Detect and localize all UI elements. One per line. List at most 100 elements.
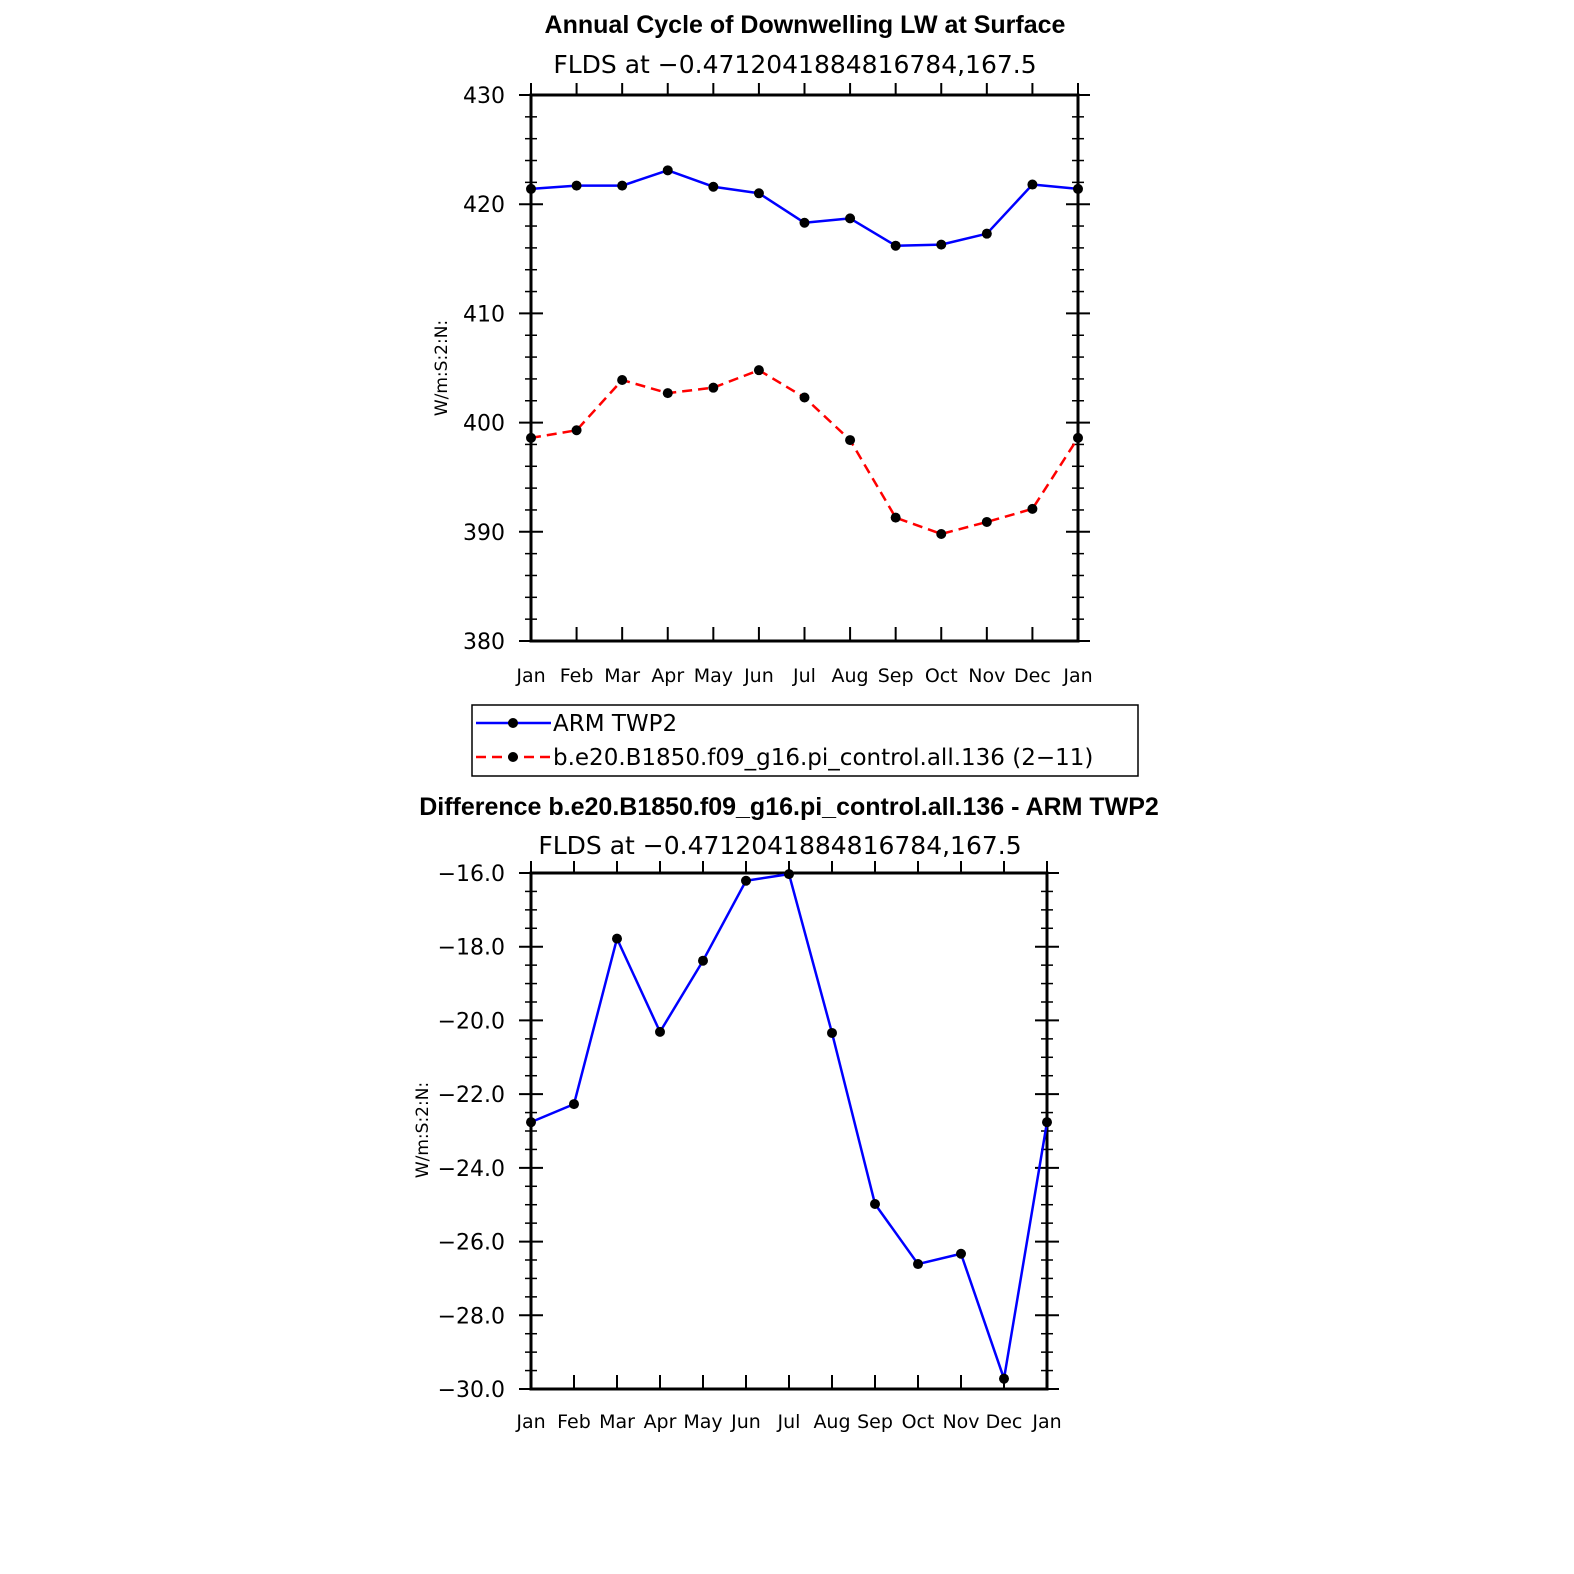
data-point bbox=[845, 435, 856, 446]
data-point bbox=[936, 239, 947, 250]
data-point bbox=[827, 1027, 837, 1038]
chart-annual-cycle: Annual Cycle of Downwelling LW at Surfac… bbox=[432, 11, 1093, 687]
x-tick-label: May bbox=[683, 1411, 722, 1433]
x-tick-label: Jan bbox=[1031, 1411, 1061, 1433]
data-point bbox=[936, 528, 947, 539]
y-tick-label: −22.0 bbox=[438, 1083, 505, 1108]
x-tick-label: Jan bbox=[515, 665, 545, 687]
data-point bbox=[617, 180, 628, 191]
y-tick-label: −16.0 bbox=[438, 862, 505, 887]
data-point bbox=[799, 392, 810, 403]
data-point bbox=[1042, 1117, 1052, 1128]
y-tick-label: −26.0 bbox=[438, 1231, 505, 1256]
data-point bbox=[1073, 432, 1083, 443]
data-point bbox=[526, 183, 536, 194]
data-point bbox=[662, 165, 673, 176]
data-point bbox=[1027, 503, 1038, 514]
data-point bbox=[913, 1259, 923, 1270]
y-tick-label: −20.0 bbox=[438, 1009, 505, 1034]
y-tick-label: −18.0 bbox=[438, 936, 505, 961]
x-tick-label: Sep bbox=[878, 665, 914, 687]
data-point bbox=[526, 1117, 536, 1128]
legend-box bbox=[471, 704, 1139, 777]
x-tick-label: Jan bbox=[515, 1411, 545, 1433]
data-point bbox=[612, 933, 622, 944]
y-tick-label: 420 bbox=[463, 193, 505, 218]
x-tick-label: Jul bbox=[777, 1411, 801, 1433]
x-tick-label: Aug bbox=[813, 1411, 850, 1433]
x-tick-label: Oct bbox=[925, 665, 958, 687]
series-line-0 bbox=[530, 872, 1049, 1380]
x-tick-label: Nov bbox=[968, 665, 1005, 687]
data-point bbox=[708, 382, 719, 393]
y-tick-label: −30.0 bbox=[438, 1378, 505, 1403]
legend-label-arm-twp2: ARM TWP2 bbox=[553, 711, 677, 737]
x-tick-label: Apr bbox=[651, 665, 684, 687]
chart-title: Annual Cycle of Downwelling LW at Surfac… bbox=[545, 11, 1066, 39]
chart-subtitle: FLDS at −0.4712041884816784,167.5 bbox=[538, 831, 1021, 860]
data-point bbox=[662, 388, 673, 399]
legend-marker-model bbox=[508, 752, 518, 762]
data-point bbox=[698, 955, 708, 966]
x-tick-label: Nov bbox=[942, 1411, 979, 1433]
x-tick-label: Apr bbox=[644, 1411, 677, 1433]
x-tick-label: Sep bbox=[857, 1411, 893, 1433]
data-point bbox=[890, 512, 901, 523]
y-tick-label: 390 bbox=[463, 521, 505, 546]
data-point bbox=[999, 1373, 1009, 1384]
x-tick-label: Dec bbox=[986, 1411, 1023, 1433]
data-point bbox=[799, 217, 810, 228]
chart-title: Difference b.e20.B1850.f09_g16.pi_contro… bbox=[419, 793, 1159, 821]
x-tick-label: Aug bbox=[832, 665, 869, 687]
legend-marker-arm-twp2 bbox=[508, 718, 518, 728]
x-tick-label: May bbox=[694, 665, 733, 687]
legend-item-model: b.e20.B1850.f09_g16.pi_control.all.136 (… bbox=[476, 745, 1093, 771]
data-point bbox=[981, 228, 992, 239]
x-tick-label: Mar bbox=[599, 1411, 635, 1433]
legend: ARM TWP2 b.e20.B1850.f09_g16.pi_control.… bbox=[471, 704, 1139, 777]
data-point bbox=[870, 1198, 880, 1209]
x-tick-label: Jan bbox=[1062, 665, 1092, 687]
data-point bbox=[708, 181, 719, 192]
y-axis-label: W/m:S:2:N: bbox=[413, 1082, 433, 1178]
y-tick-label: 410 bbox=[463, 302, 505, 327]
plot-frame bbox=[529, 93, 1080, 643]
data-point bbox=[845, 213, 856, 224]
y-tick-label: 400 bbox=[463, 412, 505, 437]
x-tick-label: Jul bbox=[792, 665, 816, 687]
data-point bbox=[655, 1026, 665, 1037]
data-point bbox=[571, 180, 582, 191]
chart-subtitle: FLDS at −0.4712041884816784,167.5 bbox=[553, 50, 1036, 79]
x-tick-label: Jun bbox=[730, 1411, 761, 1433]
data-point bbox=[753, 188, 764, 199]
data-point bbox=[617, 375, 628, 386]
x-tick-label: Feb bbox=[560, 665, 594, 687]
x-tick-label: Dec bbox=[1014, 665, 1051, 687]
data-point bbox=[1027, 179, 1038, 190]
data-point bbox=[784, 869, 794, 880]
data-point bbox=[741, 875, 751, 886]
data-point bbox=[571, 425, 582, 436]
data-point bbox=[956, 1248, 966, 1259]
legend-item-arm-twp2: ARM TWP2 bbox=[476, 711, 677, 737]
x-tick-label: Oct bbox=[902, 1411, 935, 1433]
y-tick-label: −28.0 bbox=[438, 1304, 505, 1329]
data-point bbox=[981, 516, 992, 527]
data-point bbox=[890, 240, 901, 251]
x-tick-label: Jun bbox=[743, 665, 774, 687]
legend-label-model: b.e20.B1850.f09_g16.pi_control.all.136 (… bbox=[553, 745, 1093, 771]
chart-difference: Difference b.e20.B1850.f09_g16.pi_contro… bbox=[413, 793, 1159, 1433]
data-point bbox=[526, 432, 536, 443]
y-axis-label: W/m:S:2:N: bbox=[432, 320, 452, 416]
y-tick-label: 380 bbox=[463, 630, 505, 655]
data-point bbox=[753, 365, 764, 376]
y-tick-label: −24.0 bbox=[438, 1157, 505, 1182]
data-point bbox=[1073, 183, 1083, 194]
y-tick-label: 430 bbox=[463, 84, 505, 109]
series-line-0 bbox=[530, 169, 1079, 247]
plot-frame bbox=[529, 871, 1049, 1391]
data-point bbox=[569, 1099, 579, 1110]
x-tick-label: Mar bbox=[604, 665, 640, 687]
x-tick-label: Feb bbox=[557, 1411, 591, 1433]
